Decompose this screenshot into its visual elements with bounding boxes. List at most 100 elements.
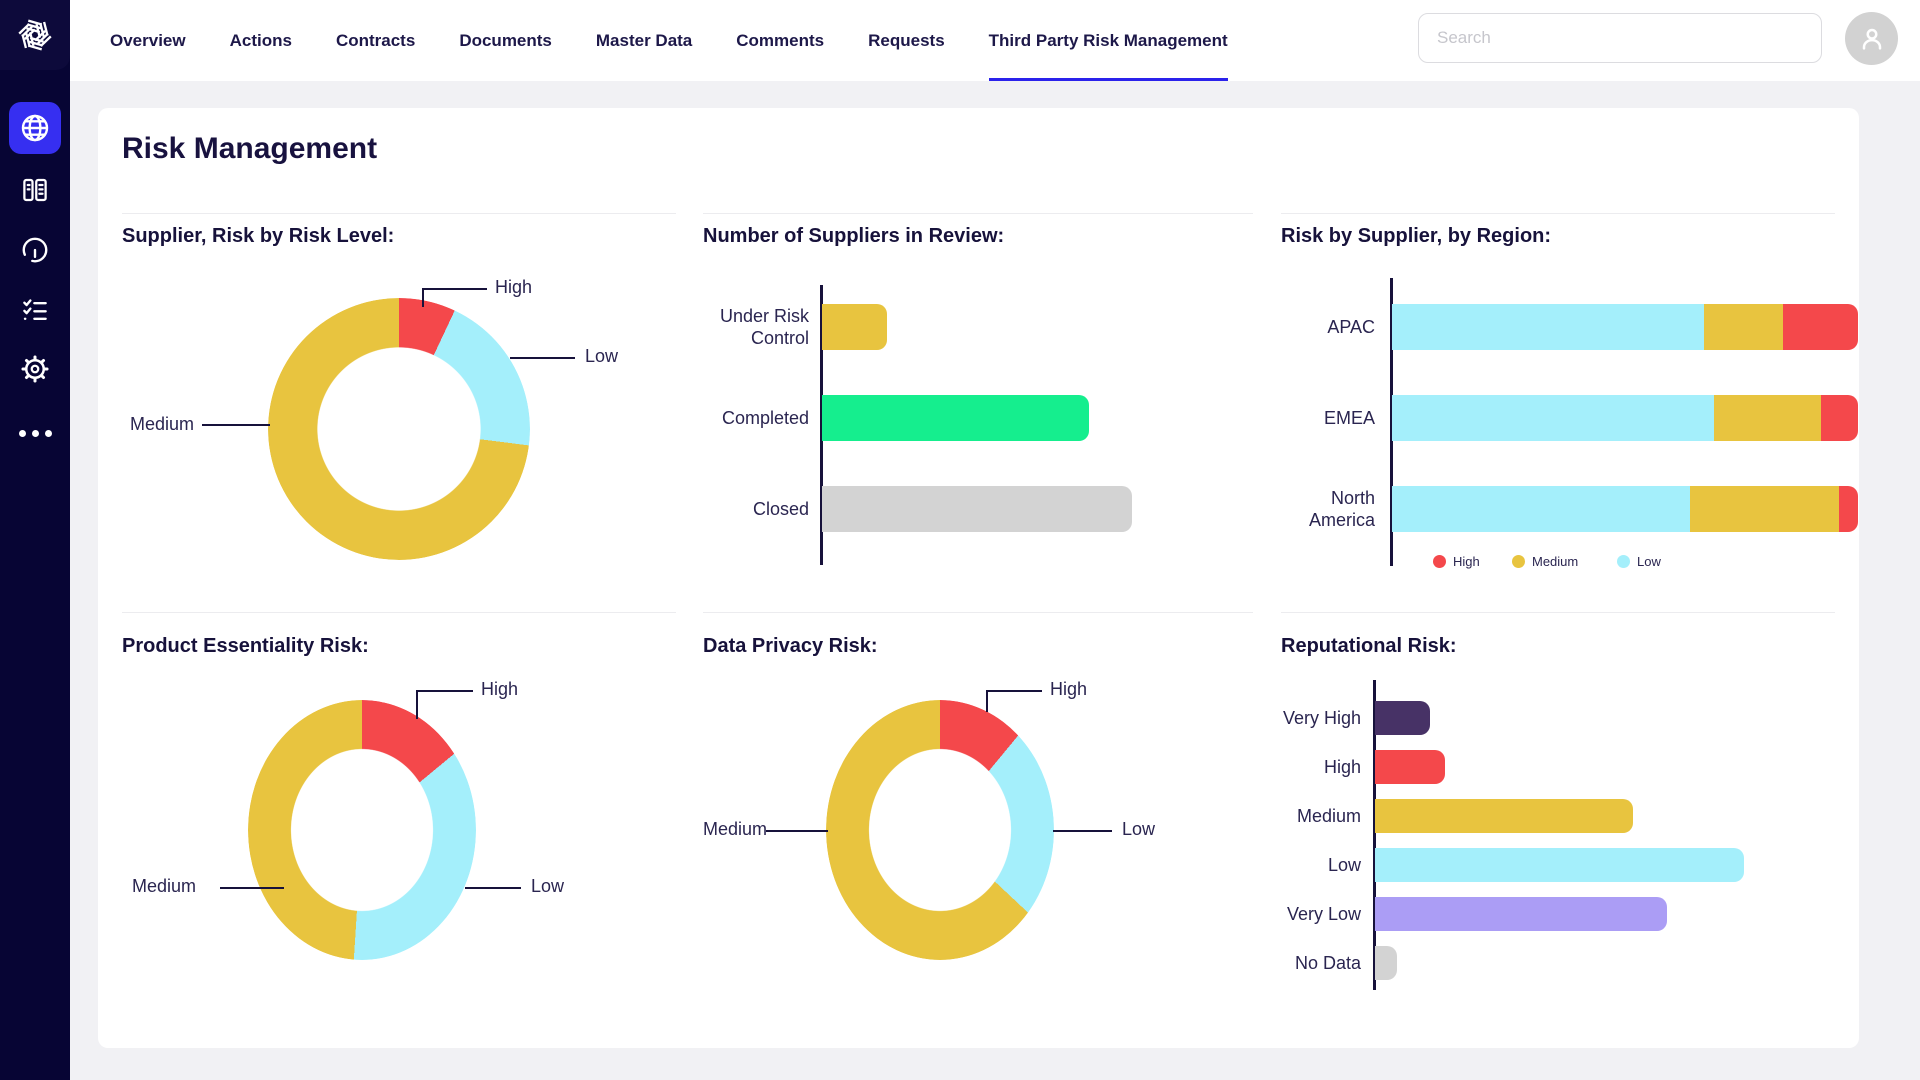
- globe-icon: [21, 114, 49, 142]
- donut-supplier-risk: [268, 298, 530, 560]
- callout-line-high: [986, 690, 1042, 712]
- nav-tab-contracts[interactable]: Contracts: [335, 30, 416, 50]
- sidebar-item-checklist[interactable]: [0, 295, 70, 325]
- divider: [703, 612, 1253, 613]
- sidebar-item-overview[interactable]: [9, 102, 61, 154]
- callout-line-low: [510, 357, 575, 359]
- segment-medium: [1713, 395, 1821, 441]
- chart-reputational-risk: Very High High Medium Low Very Low No Data: [1281, 668, 1859, 1048]
- divider: [1281, 213, 1835, 214]
- bar-very-high: [1375, 701, 1430, 735]
- callout-label-low: Low: [531, 876, 565, 896]
- bar-under-risk-control: [822, 304, 887, 350]
- gauge-icon: [22, 237, 48, 263]
- callout-label-high: High: [481, 679, 519, 699]
- nav-tab-master-data[interactable]: Master Data: [595, 30, 693, 50]
- callout-line-medium: [766, 830, 828, 832]
- divider: [1281, 612, 1835, 613]
- bar-label-north-america: North America: [1308, 488, 1375, 530]
- y-axis: [820, 285, 823, 565]
- callout-label-low: Low: [585, 346, 619, 366]
- callout-label-high: High: [1050, 679, 1088, 699]
- chart-product-essentiality-risk: High Low Medium: [122, 668, 676, 1048]
- legend-item-low: Low: [1617, 554, 1661, 569]
- bar-closed: [822, 486, 1132, 532]
- callout-label-medium: Medium: [703, 819, 768, 839]
- segment-low: [1392, 304, 1705, 350]
- legend-item-medium: Medium: [1512, 554, 1578, 569]
- sidebar-item-more[interactable]: [0, 423, 70, 443]
- bar-low: [1375, 848, 1744, 882]
- nav-tab-actions[interactable]: Actions: [229, 30, 292, 50]
- legend-swatch-medium: [1512, 555, 1525, 568]
- nav-tab-documents[interactable]: Documents: [459, 30, 552, 50]
- main-nav: Overview Actions Contracts Documents Master …: [110, 0, 1228, 81]
- top-bar: Overview Actions Contracts Documents Master …: [70, 0, 1920, 81]
- chart-title: Product Essentiality Risk:: [122, 635, 369, 657]
- legend-item-high: High: [1433, 554, 1480, 569]
- avatar[interactable]: [1845, 12, 1898, 65]
- segment-high: [1820, 395, 1858, 441]
- search-input[interactable]: [1418, 13, 1822, 63]
- chart-number-of-suppliers-in-review: Under Risk Control Completed Closed: [703, 258, 1253, 588]
- callout-line-high: [416, 690, 473, 719]
- legend-label-medium: Medium: [1532, 554, 1579, 569]
- bar-label-under-risk-control: Under Risk Control: [719, 306, 809, 348]
- stacked-bar-north-america: [1392, 486, 1858, 532]
- legend-label-high: High: [1453, 554, 1480, 569]
- legend-label-low: Low: [1637, 554, 1661, 569]
- bar-label-very-low: Very Low: [1286, 904, 1361, 924]
- divider: [122, 612, 676, 613]
- stacked-bar-emea: [1392, 395, 1858, 441]
- bar-completed: [822, 395, 1089, 441]
- sidebar-item-library[interactable]: [0, 175, 70, 205]
- segment-low: [1392, 395, 1714, 441]
- app-logo[interactable]: [0, 0, 70, 70]
- bar-label-emea: EMEA: [1323, 408, 1375, 428]
- y-axis: [1373, 680, 1376, 990]
- bar-label-no-data: No Data: [1294, 953, 1361, 973]
- bar-medium: [1375, 799, 1633, 833]
- segment-high: [1783, 304, 1858, 350]
- callout-line-medium: [220, 887, 284, 889]
- y-axis: [1390, 278, 1393, 566]
- chart-risk-by-supplier-by-region: High Medium Low APAC EMEA North America: [1281, 258, 1859, 588]
- divider: [122, 213, 676, 214]
- more-icon: [18, 429, 52, 437]
- checklist-icon: [23, 299, 47, 320]
- donut-data-privacy: [826, 700, 1054, 960]
- library-icon: [23, 178, 47, 202]
- sidebar: [0, 0, 70, 1080]
- page-title: Risk Management: [122, 132, 378, 165]
- segment-medium: [1690, 486, 1840, 532]
- nav-tab-comments[interactable]: Comments: [736, 30, 825, 50]
- stacked-bar-apac: [1392, 304, 1858, 350]
- callout-line-low: [1053, 830, 1112, 832]
- risk-management-card: Risk Management Supplier, Risk by Risk L…: [98, 108, 1859, 1048]
- callout-label-medium: Medium: [129, 414, 194, 434]
- callout-line-high: [422, 288, 487, 307]
- gear-icon: [21, 355, 49, 383]
- nav-tab-requests[interactable]: Requests: [868, 30, 945, 50]
- chart-title: Supplier, Risk by Risk Level:: [122, 225, 395, 247]
- donut-product-essentiality: [248, 700, 476, 960]
- legend-swatch-low: [1617, 555, 1630, 568]
- segment-medium: [1704, 304, 1784, 350]
- bar-label-completed: Completed: [721, 408, 809, 428]
- bar-very-low: [1375, 897, 1667, 931]
- sidebar-item-gauge[interactable]: [0, 235, 70, 265]
- sidebar-item-settings[interactable]: [0, 354, 70, 384]
- bar-label-apac: APAC: [1327, 317, 1375, 337]
- bar-no-data: [1375, 946, 1397, 980]
- chart-title: Number of Suppliers in Review:: [703, 225, 1005, 247]
- bar-label-medium: Medium: [1296, 806, 1361, 826]
- callout-label-low: Low: [1122, 819, 1156, 839]
- chart-data-privacy-risk: High Low Medium: [703, 668, 1253, 1048]
- chart-title: Data Privacy Risk:: [703, 635, 878, 657]
- segment-high: [1839, 486, 1858, 532]
- nav-tab-third-party-risk-management[interactable]: Third Party Risk Management: [988, 0, 1228, 81]
- chart-title: Risk by Supplier, by Region:: [1281, 225, 1552, 247]
- bar-label-closed: Closed: [752, 499, 809, 519]
- nav-tab-overview[interactable]: Overview: [110, 30, 186, 50]
